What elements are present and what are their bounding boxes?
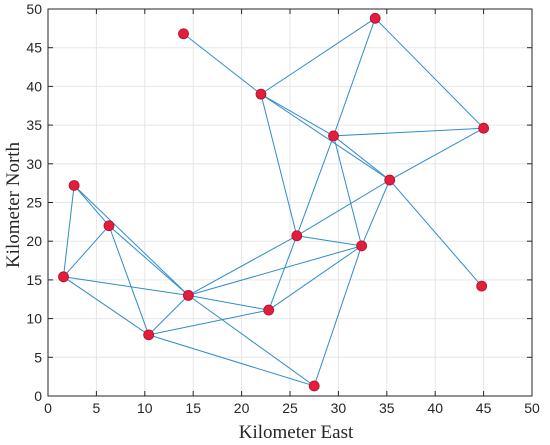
x-tick-label-1: 5	[93, 400, 101, 416]
edge-G-M	[73, 185, 189, 296]
node-G	[68, 180, 80, 191]
y-tick-label-5: 25	[26, 195, 42, 211]
x-tick-labels: 0 5 10 15 20 25 30 35 40 45 50	[44, 400, 540, 416]
edge-O-P	[148, 334, 315, 387]
y-tick-label-7: 35	[26, 117, 42, 133]
edge-A-C	[183, 33, 262, 95]
edge-J-P	[313, 245, 363, 387]
edge-C-F	[260, 93, 390, 181]
edge-I-N	[268, 235, 298, 311]
node-M	[182, 289, 194, 301]
y-tick-label-6: 30	[26, 156, 42, 172]
edge-H-K	[63, 225, 110, 278]
y-tick-label-3: 15	[26, 272, 42, 288]
y-tick-label-1: 5	[34, 349, 42, 365]
edge-C-I	[260, 94, 298, 236]
node-N	[263, 304, 275, 316]
node-L	[476, 280, 488, 292]
x-tick-label-0: 0	[44, 400, 52, 416]
edge-J-N	[268, 245, 362, 311]
x-tick-label-4: 20	[234, 400, 250, 416]
y-tick-label-8: 40	[26, 78, 42, 94]
edge-B-E	[374, 17, 484, 129]
edge-D-J	[333, 135, 363, 246]
edge-D-F	[333, 135, 391, 181]
x-tick-label-3: 15	[185, 400, 201, 416]
edge-J-M	[188, 245, 362, 296]
x-axis-label: Kilometer East	[239, 422, 354, 443]
edge-F-L	[389, 179, 483, 287]
node-C	[255, 88, 267, 100]
node-A	[178, 28, 189, 40]
y-tick-label-2: 10	[26, 311, 42, 327]
edge-I-J	[296, 235, 362, 247]
node-F	[384, 174, 396, 186]
edge-H-O	[108, 225, 150, 336]
y-tick-label-4: 20	[26, 233, 42, 249]
x-tick-label-9: 45	[476, 400, 492, 416]
plot-axes	[47, 8, 533, 397]
x-tick-label-7: 35	[379, 400, 395, 416]
grid-lines	[48, 9, 532, 396]
edge-C-B	[260, 17, 376, 95]
node-J	[356, 240, 368, 252]
node-I	[291, 230, 303, 242]
network-edges	[62, 17, 484, 387]
edge-C-D	[260, 93, 334, 137]
edge-G-K	[62, 185, 75, 277]
edge-F-J	[361, 179, 391, 247]
node-D	[328, 130, 339, 142]
node-K	[58, 271, 69, 283]
edge-O-N	[148, 309, 269, 336]
edge-G-H	[73, 185, 110, 227]
edge-D-I	[296, 135, 335, 236]
node-H	[103, 220, 115, 232]
edge-M-O	[148, 295, 189, 336]
edge-D-E	[333, 127, 484, 137]
edge-K-M	[63, 276, 189, 296]
node-P	[308, 380, 320, 392]
y-tick-labels: 0 5 10 15 20 25 30 35 40 45 50	[26, 1, 42, 404]
x-tick-label-10: 50	[524, 400, 540, 416]
node-O	[143, 329, 155, 341]
y-axis-label: Kilometer North	[3, 141, 24, 268]
x-tick-label-2: 10	[137, 400, 153, 416]
edge-H-M	[108, 225, 189, 296]
network-nodes	[58, 12, 490, 392]
y-tick-label-0: 0	[34, 388, 42, 404]
edge-M-P	[188, 294, 315, 387]
edge-M-N	[188, 294, 269, 311]
edge-B-D	[333, 18, 376, 137]
x-tick-label-6: 30	[331, 400, 347, 416]
x-tick-label-8: 40	[427, 400, 443, 416]
edge-F-I	[296, 179, 390, 237]
y-tick-label-9: 45	[26, 40, 42, 56]
node-B	[369, 12, 381, 24]
edge-E-F	[389, 127, 484, 181]
y-tick-label-10: 50	[26, 1, 42, 17]
x-tick-label-5: 25	[282, 400, 298, 416]
edge-K-O	[63, 276, 149, 336]
edge-I-M	[188, 235, 298, 296]
node-E	[478, 122, 490, 134]
